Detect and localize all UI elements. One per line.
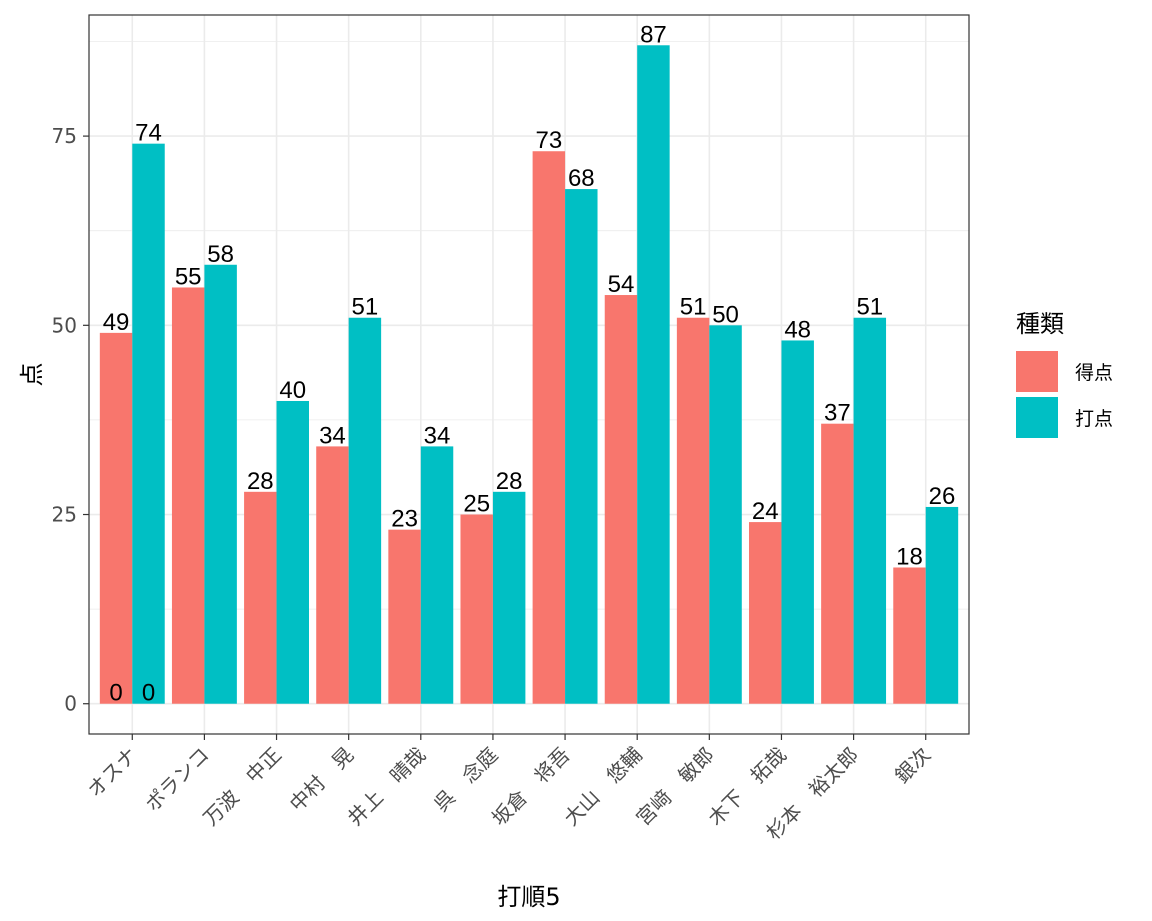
bar [388,529,421,704]
bar [460,514,493,704]
data-label: 51 [680,294,707,321]
x-tick-label: 井上 晴哉 [343,743,431,831]
bar [781,340,814,704]
legend-label: 打点 [1075,408,1113,430]
bar [99,332,133,704]
bar [709,325,742,704]
bar [565,189,598,704]
data-labels: 49 55 28 34 23 25 73 54 51 24 37 18 74 58 40 51 34 28 68 87… [103,21,956,706]
bar [637,45,670,704]
legend-label: 得点 [1075,362,1113,384]
data-label: 48 [784,316,811,343]
data-label: 34 [424,422,451,449]
x-tick-label: オスナ [82,743,141,802]
data-label: 50 [712,301,739,328]
x-tick-label: 坂倉 将吾 [487,743,575,831]
legend-key [1016,397,1058,438]
data-label: 28 [247,468,274,495]
y-axis-title: 点 [18,363,46,387]
bar [204,264,237,704]
bar [925,506,959,704]
data-label: 51 [352,294,379,321]
x-tick-label: 銀次 [890,743,935,788]
bar [604,295,638,704]
panel-border [88,14,970,735]
data-label: 40 [279,377,306,404]
bar [749,522,782,704]
bar [893,567,926,704]
data-label: 26 [929,483,956,510]
bar [171,287,205,704]
bar [492,491,526,704]
bar [276,400,309,704]
x-tick-label: 宮﨑 敏郎 [631,743,719,831]
y-tick-label: 50 [52,313,77,337]
legend-key [1016,351,1058,392]
legend-title: 種類 [1016,310,1064,338]
bar [316,446,349,704]
bar [821,423,854,704]
bar [853,317,887,704]
bar [676,317,710,704]
data-label: 28 [496,468,523,495]
y-tick-label: 25 [52,503,77,527]
data-label: 24 [752,498,779,525]
data-label: 34 [319,422,346,449]
annotation-label: 0 [142,680,155,707]
y-tick-label: 0 [64,692,77,716]
data-label: 18 [896,543,923,570]
bar [420,446,454,704]
bar [348,317,382,704]
annotation-label: 0 [109,680,122,707]
data-label: 37 [824,400,851,427]
data-label: 23 [391,506,418,533]
x-tick-label: ポランコ [140,743,214,817]
data-label: 68 [568,165,595,192]
data-label: 87 [640,21,667,48]
data-label: 51 [856,294,883,321]
data-label: 74 [135,120,162,147]
data-label: 55 [175,263,202,290]
x-tick-label: 中村 晃 [285,743,359,817]
x-tick-label: 万波 中正 [198,743,286,831]
y-tick-label: 75 [52,124,77,148]
data-label: 49 [103,309,130,336]
data-label: 54 [608,271,635,298]
data-label: 73 [535,127,562,154]
data-label: 58 [207,241,234,268]
x-axis-title: 打順5 [497,883,560,911]
bar [132,143,165,704]
bar [244,491,277,704]
bars [99,45,959,704]
x-tick-label: 大山 悠輔 [559,743,647,831]
bar [532,151,566,704]
data-label: 25 [463,491,490,518]
x-tick-label: 呉 念庭 [429,743,503,817]
